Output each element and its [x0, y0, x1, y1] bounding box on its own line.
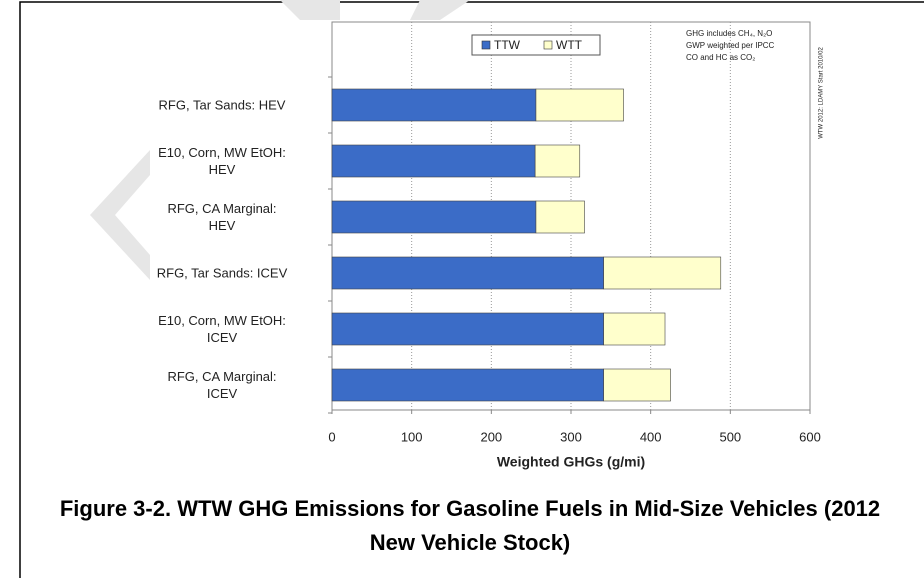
bar	[603, 312, 666, 346]
x-tick-label: 500	[719, 429, 741, 444]
annotation: GWP weighted per IPCC	[686, 41, 775, 50]
y-tick-label: E10, Corn, MW EtOH: ICEV	[158, 313, 286, 345]
bar	[331, 256, 604, 290]
x-tick-label: 0	[328, 429, 335, 444]
x-tick-label: 100	[401, 429, 423, 444]
bar	[331, 200, 537, 234]
legend-label: WTT	[556, 38, 583, 52]
legend-swatch	[481, 40, 491, 50]
bar	[535, 200, 585, 234]
x-tick-label: 400	[640, 429, 662, 444]
x-axis-label: Weighted GHGs (g/mi)	[497, 454, 645, 470]
bar	[331, 88, 537, 122]
legend-box	[471, 34, 601, 56]
y-tick-label: RFG, Tar Sands: HEV	[158, 97, 286, 113]
y-tick-label: RFG, CA Marginal: ICEV	[167, 369, 277, 401]
y-tick-label: RFG, CA Marginal: HEV	[167, 201, 277, 233]
annotation: CO and HC as CO₂	[686, 53, 755, 62]
x-tick-label: 200	[480, 429, 502, 444]
bar	[603, 368, 671, 402]
bar	[534, 144, 581, 178]
bar	[331, 144, 536, 178]
bar	[535, 88, 624, 122]
bar	[331, 368, 604, 402]
bar	[331, 312, 604, 346]
x-tick-label: 600	[799, 429, 821, 444]
x-tick-label: 300	[560, 429, 582, 444]
bar	[603, 256, 722, 290]
watermark	[90, 0, 470, 280]
y-tick-label: RFG, Tar Sands: ICEV	[156, 265, 288, 281]
legend-swatch	[543, 40, 553, 50]
caption: Figure 3-2. WTW GHG Emissions for Gasoli…	[59, 496, 881, 555]
annotation: GHG includes CH₄, N₂O	[686, 29, 772, 38]
y-tick-label: E10, Corn, MW EtOH: HEV	[158, 145, 286, 177]
legend-label: TTW	[494, 38, 521, 52]
page-frame	[19, 1, 924, 578]
side-note: WTW 2012: LDAMY Start 2010/02	[819, 47, 825, 139]
